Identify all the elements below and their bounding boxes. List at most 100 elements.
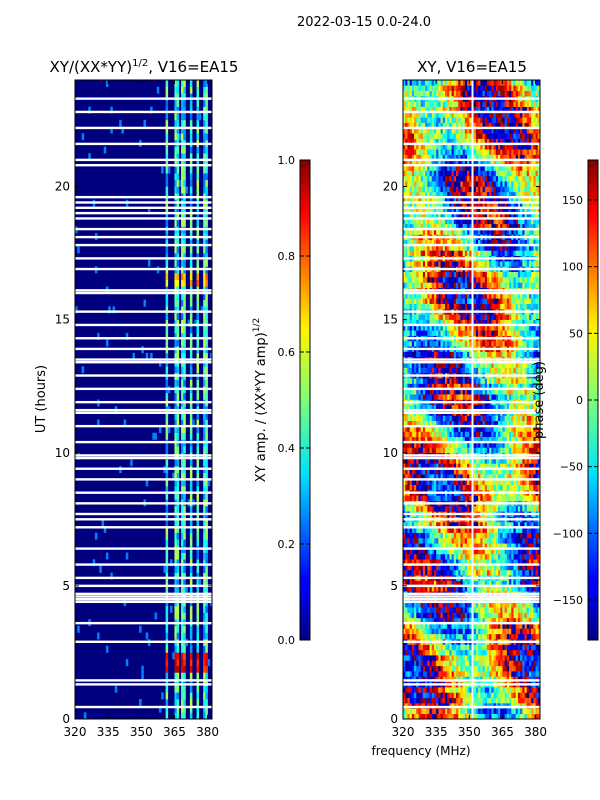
phase-cell xyxy=(520,649,523,656)
phase-cell xyxy=(489,655,492,661)
phase-cell xyxy=(533,479,536,485)
phase-cell xyxy=(451,564,455,571)
phase-cell xyxy=(480,506,483,512)
phase-cell xyxy=(528,628,532,635)
phase-cell xyxy=(405,655,408,661)
phase-cell xyxy=(420,553,424,560)
phase-cell xyxy=(482,553,486,560)
phase-cell xyxy=(473,388,477,395)
phase-cell xyxy=(509,521,512,528)
amplitude-flagged-line xyxy=(75,291,212,295)
phase-cell xyxy=(427,708,430,714)
amplitude-cell xyxy=(83,712,87,719)
amplitude-cell xyxy=(174,432,177,440)
phase-cell xyxy=(414,537,417,544)
phase-cell xyxy=(535,436,539,443)
amplitude-cell xyxy=(203,632,206,640)
phase-cell xyxy=(411,521,415,528)
phase-cell xyxy=(429,479,433,485)
phase-cell xyxy=(436,655,439,661)
phase-cell xyxy=(495,692,499,699)
amplitude-cell xyxy=(196,692,200,700)
amplitude-cell xyxy=(165,559,169,567)
amplitude-cell xyxy=(183,559,186,567)
phase-cell xyxy=(436,633,439,640)
phase-cell xyxy=(498,580,501,587)
amplitude-cell xyxy=(176,206,180,214)
phase-cell xyxy=(416,623,419,629)
phase-cell xyxy=(456,468,459,475)
phase-cell xyxy=(502,612,505,619)
amplitude-cell xyxy=(181,133,184,141)
phase-cell xyxy=(509,420,512,427)
phase-cell xyxy=(462,671,466,677)
phase-cell xyxy=(414,559,417,565)
phase-cell xyxy=(524,394,528,400)
amplitude-cell xyxy=(176,479,180,487)
amplitude-cell xyxy=(178,179,182,187)
phase-cell xyxy=(475,484,479,491)
phase-cell xyxy=(511,431,514,438)
phase-cell xyxy=(405,521,408,528)
phase-cell xyxy=(442,671,446,677)
phase-cell xyxy=(486,697,490,704)
phase-cell xyxy=(447,708,450,714)
phase-cell xyxy=(464,484,468,491)
amplitude-cell xyxy=(103,525,107,533)
phase-cell xyxy=(403,431,406,438)
phase-cell xyxy=(493,415,497,422)
phase-cell xyxy=(409,436,413,443)
phase-cell xyxy=(482,601,486,608)
amplitude-cell xyxy=(81,133,85,141)
phase-cell xyxy=(491,633,494,640)
phase-cell xyxy=(422,415,426,422)
phase-cell xyxy=(405,559,408,565)
phase-cell xyxy=(416,649,419,656)
phase-cell xyxy=(458,383,461,390)
phase-cell xyxy=(486,601,490,608)
amplitude-cell xyxy=(174,326,177,334)
amplitude-cell xyxy=(174,206,177,214)
phase-cell xyxy=(513,484,516,491)
amplitude-cell xyxy=(203,539,206,547)
phase-cell xyxy=(449,569,452,576)
phase-cell xyxy=(486,580,490,587)
amplitude-y-tick-label: 10 xyxy=(55,446,70,460)
amplitude-cell xyxy=(183,186,186,194)
phase-cell xyxy=(411,697,415,704)
phase-cell xyxy=(484,527,488,533)
phase-cell xyxy=(453,687,457,693)
phase-cell xyxy=(515,553,519,560)
phase-cell xyxy=(414,644,417,651)
phase-cell xyxy=(403,468,406,475)
amplitude-cell xyxy=(189,532,193,540)
phase-cell xyxy=(440,426,444,432)
amplitude-cell xyxy=(108,306,111,314)
phase-cell xyxy=(475,442,479,448)
phase-cell xyxy=(493,633,497,640)
phase-cell xyxy=(405,495,408,501)
phase-cell xyxy=(407,692,410,699)
phase-cell xyxy=(489,580,492,587)
amplitude-cell xyxy=(189,539,193,547)
phase-cell xyxy=(418,404,421,411)
phase-cell xyxy=(500,527,503,533)
phase-cell xyxy=(469,495,472,501)
amplitude-flagged-line xyxy=(75,640,212,643)
phase-cell xyxy=(500,713,503,719)
phase-cell xyxy=(535,580,539,587)
amplitude-cell xyxy=(147,206,151,214)
phase-cell xyxy=(467,633,470,640)
phase-cell xyxy=(418,617,421,624)
amplitude-cell xyxy=(196,612,200,620)
amplitude-cell xyxy=(203,146,206,154)
amplitude-cell xyxy=(145,479,149,487)
phase-cell xyxy=(431,527,435,533)
amplitude-cell xyxy=(97,632,100,640)
phase-cell xyxy=(531,442,534,448)
phase-cell xyxy=(526,420,530,427)
amplitude-cell xyxy=(165,299,169,307)
phase-cell xyxy=(535,532,539,539)
phase-cell xyxy=(506,692,510,699)
phase-cell xyxy=(444,463,448,470)
